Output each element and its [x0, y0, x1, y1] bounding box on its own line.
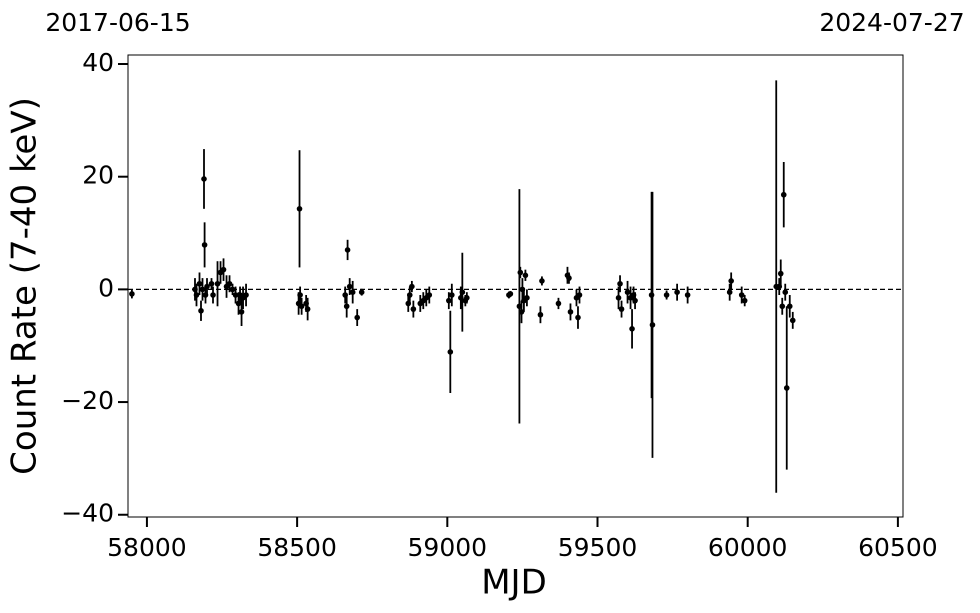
data-point: [229, 286, 236, 293]
data-point: [238, 309, 245, 315]
data-point: [522, 272, 529, 279]
data-point: [624, 289, 631, 295]
data-point: [783, 385, 790, 391]
data-point: [447, 349, 454, 355]
data-point: [409, 283, 415, 290]
data-point: [201, 242, 208, 248]
data-point: [220, 266, 227, 273]
x-tick-label: 59500: [558, 533, 638, 562]
data-point: [726, 289, 733, 295]
data-point: [459, 289, 466, 295]
data-point: [779, 303, 786, 310]
data-point: [358, 289, 365, 295]
data-point: [786, 303, 793, 310]
data-point: [617, 280, 623, 287]
data-point: [346, 283, 353, 290]
data-point: [629, 326, 635, 332]
data-point: [555, 300, 562, 307]
data-point: [343, 303, 350, 310]
data-point: [226, 280, 233, 287]
data-point: [349, 289, 356, 295]
x-tick-label: 58000: [107, 533, 187, 562]
data-point: [575, 314, 581, 321]
data-point: [232, 292, 239, 298]
data-point: [537, 311, 544, 318]
data-point: [524, 295, 530, 301]
data-point: [464, 295, 470, 301]
x-tick-label: 58500: [257, 533, 337, 562]
x-tick-label: 59000: [408, 533, 488, 562]
data-point: [632, 297, 638, 304]
y-tick-label: −20: [61, 386, 114, 415]
data-point: [198, 307, 204, 314]
data-point: [782, 289, 789, 295]
data-point: [344, 247, 351, 253]
data-point: [567, 309, 574, 315]
data-point: [518, 309, 525, 315]
data-point: [517, 269, 524, 276]
x-tick-label: 60000: [708, 533, 788, 562]
x-axis-label: MJD: [481, 563, 547, 603]
data-point: [780, 191, 787, 198]
data-point: [728, 278, 734, 284]
data-point: [204, 283, 210, 290]
data-point: [539, 278, 545, 284]
data-point: [674, 289, 680, 295]
y-axis-label: Count Rate (7-40 keV): [5, 97, 45, 475]
data-point: [410, 306, 417, 312]
data-point: [649, 322, 656, 328]
data-point: [615, 295, 622, 301]
data-point: [297, 292, 303, 298]
data-point: [777, 270, 784, 277]
data-point: [210, 292, 216, 298]
x-tick-label: 60500: [858, 533, 938, 562]
data-point: [193, 292, 200, 298]
data-point: [738, 292, 745, 298]
data-point: [208, 280, 215, 287]
data-point: [304, 306, 311, 312]
data-point: [199, 286, 206, 293]
top-right-date: 2024-07-27: [819, 8, 964, 37]
data-point: [201, 176, 207, 182]
data-point: [449, 292, 455, 298]
data-point: [243, 292, 249, 298]
data-point: [426, 292, 433, 298]
data-point: [296, 206, 303, 212]
data-point: [648, 292, 655, 298]
y-tick-label: 40: [82, 48, 114, 77]
y-tick-label: −40: [61, 499, 114, 528]
data-point: [507, 291, 514, 297]
data-point: [354, 314, 360, 321]
data-point: [741, 297, 748, 304]
data-point: [406, 292, 413, 298]
data-point: [298, 303, 305, 310]
data-point: [446, 297, 452, 304]
data-point: [663, 292, 670, 298]
plot-frame: [127, 54, 904, 518]
data-point: [684, 292, 691, 298]
data-point: [214, 280, 221, 287]
data-point: [129, 291, 135, 297]
data-point: [196, 280, 203, 287]
data-point: [789, 317, 796, 324]
data-point: [566, 275, 572, 281]
y-tick-label: 20: [82, 161, 114, 190]
data-point: [576, 292, 583, 298]
top-left-date: 2017-06-15: [45, 8, 190, 37]
data-point: [618, 306, 625, 312]
y-tick-label: 0: [98, 273, 114, 302]
